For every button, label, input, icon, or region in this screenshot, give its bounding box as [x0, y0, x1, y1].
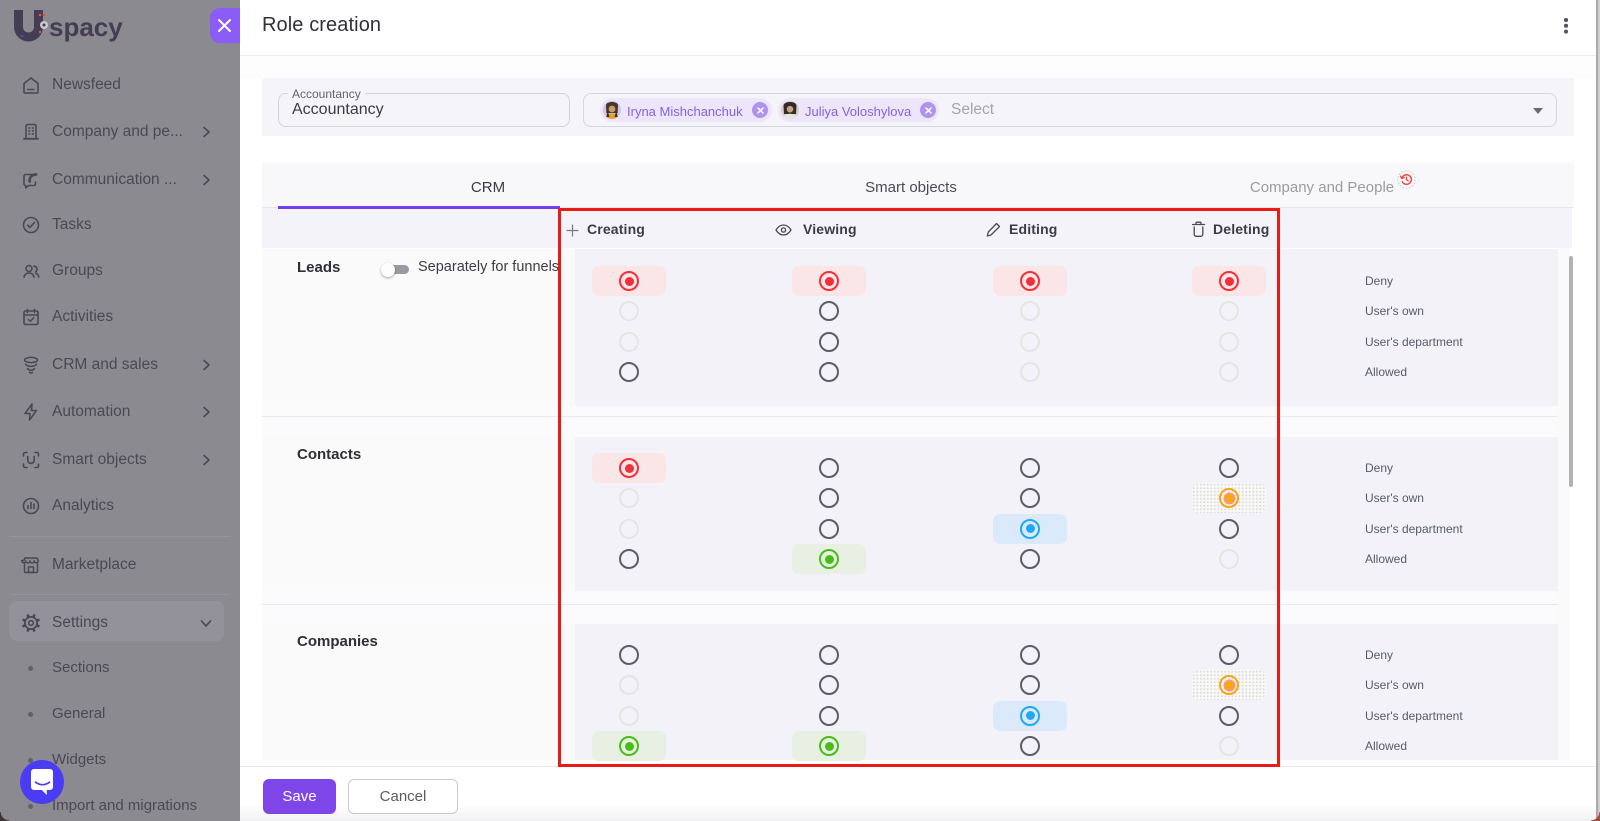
svg-text:spacy: spacy: [49, 12, 123, 42]
